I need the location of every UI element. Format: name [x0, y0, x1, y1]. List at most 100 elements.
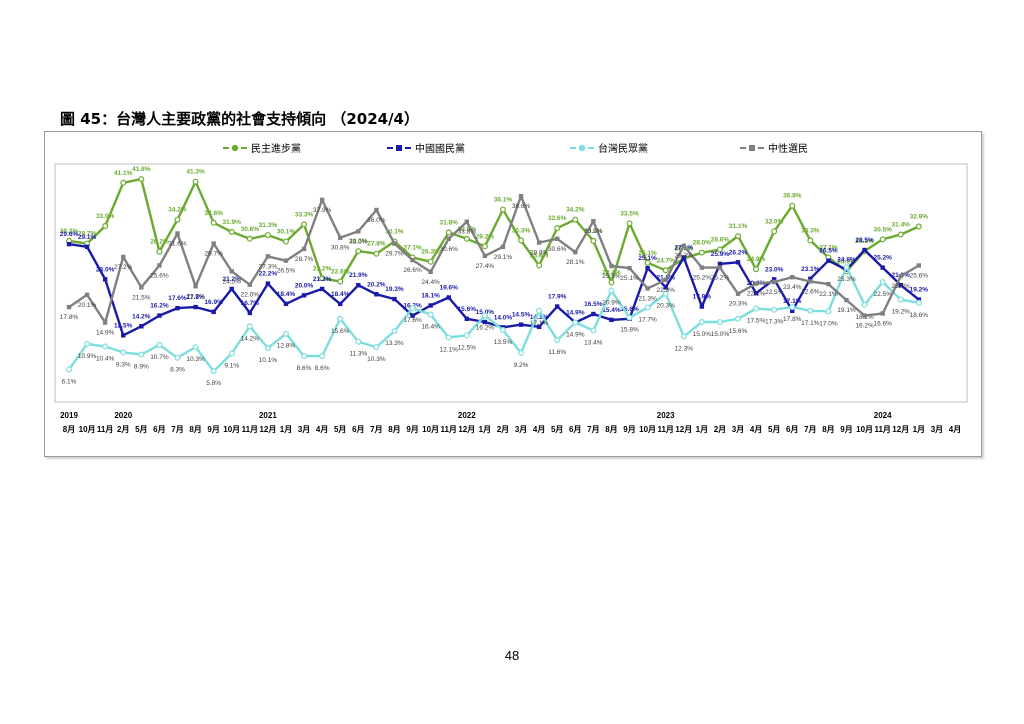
- data-label: 23.1%: [801, 266, 820, 273]
- data-point: [844, 297, 849, 303]
- data-label: 25.5%: [602, 273, 621, 280]
- axis-tick-label: 12月: [259, 425, 276, 434]
- data-label: 30.6%: [458, 226, 477, 233]
- plot-area: [54, 163, 968, 403]
- data-label: 31.6%: [168, 240, 187, 247]
- data-point: [337, 278, 344, 285]
- data-point: [681, 243, 686, 248]
- data-point: [680, 333, 687, 340]
- axis-tick-label: 7月: [804, 425, 816, 434]
- axis-tick-label: 12月: [892, 425, 909, 434]
- axis-year-label: 2021: [259, 411, 277, 420]
- data-point: [555, 304, 560, 309]
- data-point: [771, 228, 778, 235]
- data-label: 41.1%: [114, 170, 133, 177]
- data-label: 19.6%: [439, 284, 458, 291]
- axis-tick-label: 8月: [822, 425, 834, 434]
- data-label: 26.2%: [729, 249, 748, 256]
- data-point: [84, 340, 91, 347]
- data-label: 22.2%: [259, 271, 278, 278]
- data-point: [66, 366, 73, 373]
- data-label: 30.2%: [584, 228, 603, 235]
- data-point: [717, 265, 723, 270]
- data-point: [572, 216, 579, 223]
- axis-year-label: 2022: [458, 411, 476, 420]
- data-label: 27.1%: [819, 244, 838, 251]
- data-point: [66, 304, 72, 310]
- axis-tick-label: 9月: [406, 425, 418, 434]
- page-number: 48: [504, 648, 520, 663]
- data-point: [446, 236, 451, 241]
- data-point: [374, 207, 379, 213]
- data-point: [373, 344, 380, 351]
- data-label: 18.4%: [277, 291, 296, 298]
- data-point: [573, 249, 578, 255]
- data-point: [374, 292, 379, 297]
- data-label: 34.2%: [566, 207, 585, 214]
- data-label: 8.3%: [170, 367, 185, 374]
- data-point: [644, 304, 651, 311]
- axis-tick-label: 4月: [316, 425, 328, 434]
- data-label: 24.5%: [837, 258, 856, 265]
- data-label: 20.0%: [295, 282, 314, 289]
- axis-tick-label: 6月: [153, 425, 165, 434]
- data-label: 20.3%: [656, 303, 675, 310]
- data-label: 15.0%: [693, 331, 712, 338]
- data-point: [536, 262, 543, 269]
- data-point: [446, 295, 451, 300]
- data-point: [644, 259, 651, 266]
- data-label: 21.3%: [638, 295, 657, 302]
- data-point: [825, 308, 832, 315]
- axis-tick-label: 1月: [696, 425, 708, 434]
- data-point: [590, 327, 597, 334]
- data-point: [753, 305, 760, 312]
- axis-tick-label: 1月: [280, 425, 292, 434]
- axis-year-label: 2019: [60, 411, 78, 420]
- data-point: [481, 312, 488, 319]
- data-label: 16.2%: [150, 303, 169, 310]
- data-label: 17.8%: [186, 294, 205, 301]
- data-point: [608, 279, 615, 286]
- data-point: [175, 231, 180, 236]
- data-point: [698, 319, 705, 326]
- axis-tick-label: 11月: [657, 425, 673, 434]
- data-label: 16.2%: [476, 325, 495, 332]
- data-label: 28.2%: [150, 239, 169, 246]
- data-point: [499, 327, 506, 334]
- data-label: 9.1%: [224, 362, 239, 369]
- data-point: [265, 254, 271, 259]
- data-point: [716, 246, 723, 253]
- data-label: 17.5%: [747, 318, 766, 325]
- data-point: [427, 311, 434, 318]
- data-point: [645, 286, 650, 291]
- data-point: [247, 282, 253, 287]
- data-point: [301, 293, 307, 298]
- data-label: 41.8%: [132, 166, 151, 173]
- axis-tick-label: 9月: [840, 425, 852, 434]
- axis-tick-label: 4月: [750, 425, 762, 434]
- data-point: [626, 220, 633, 227]
- data-label: 10.9%: [78, 353, 97, 360]
- data-point: [120, 349, 127, 356]
- data-label: 8.6%: [315, 365, 330, 372]
- data-point: [554, 337, 561, 344]
- axis-tick-label: 2月: [714, 425, 726, 434]
- data-point: [753, 291, 759, 296]
- data-point: [790, 275, 795, 280]
- data-point: [301, 246, 307, 252]
- data-label: 23.2%: [313, 265, 332, 272]
- data-label: 23.4%: [783, 284, 802, 291]
- data-label: 25.6%: [910, 272, 929, 279]
- data-label: 24.5%: [223, 278, 242, 285]
- data-point: [735, 291, 741, 296]
- data-point: [627, 265, 632, 271]
- data-point: [282, 238, 289, 245]
- axis-tick-label: 7月: [587, 425, 599, 434]
- axis-tick-label: 11月: [440, 425, 456, 434]
- data-point: [84, 244, 90, 249]
- data-point: [156, 248, 163, 255]
- data-point: [862, 247, 867, 253]
- data-point: [157, 263, 162, 268]
- data-label: 17.1%: [783, 298, 802, 305]
- axis-tick-label: 3月: [931, 425, 943, 434]
